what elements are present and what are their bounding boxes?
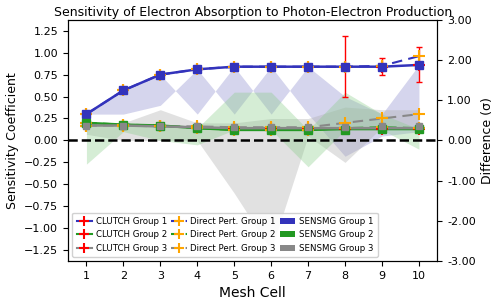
X-axis label: Mesh Cell: Mesh Cell bbox=[220, 286, 286, 300]
Legend: CLUTCH Group 1, CLUTCH Group 2, CLUTCH Group 3, Direct Pert. Group 1, Direct Per: CLUTCH Group 1, CLUTCH Group 2, CLUTCH G… bbox=[72, 213, 378, 257]
Title: Sensitivity of Electron Absorption to Photon-Electron Production: Sensitivity of Electron Absorption to Ph… bbox=[54, 6, 452, 19]
Y-axis label: Sensitivity Coefficient: Sensitivity Coefficient bbox=[6, 72, 18, 209]
Y-axis label: Difference (σ): Difference (σ) bbox=[482, 97, 494, 184]
